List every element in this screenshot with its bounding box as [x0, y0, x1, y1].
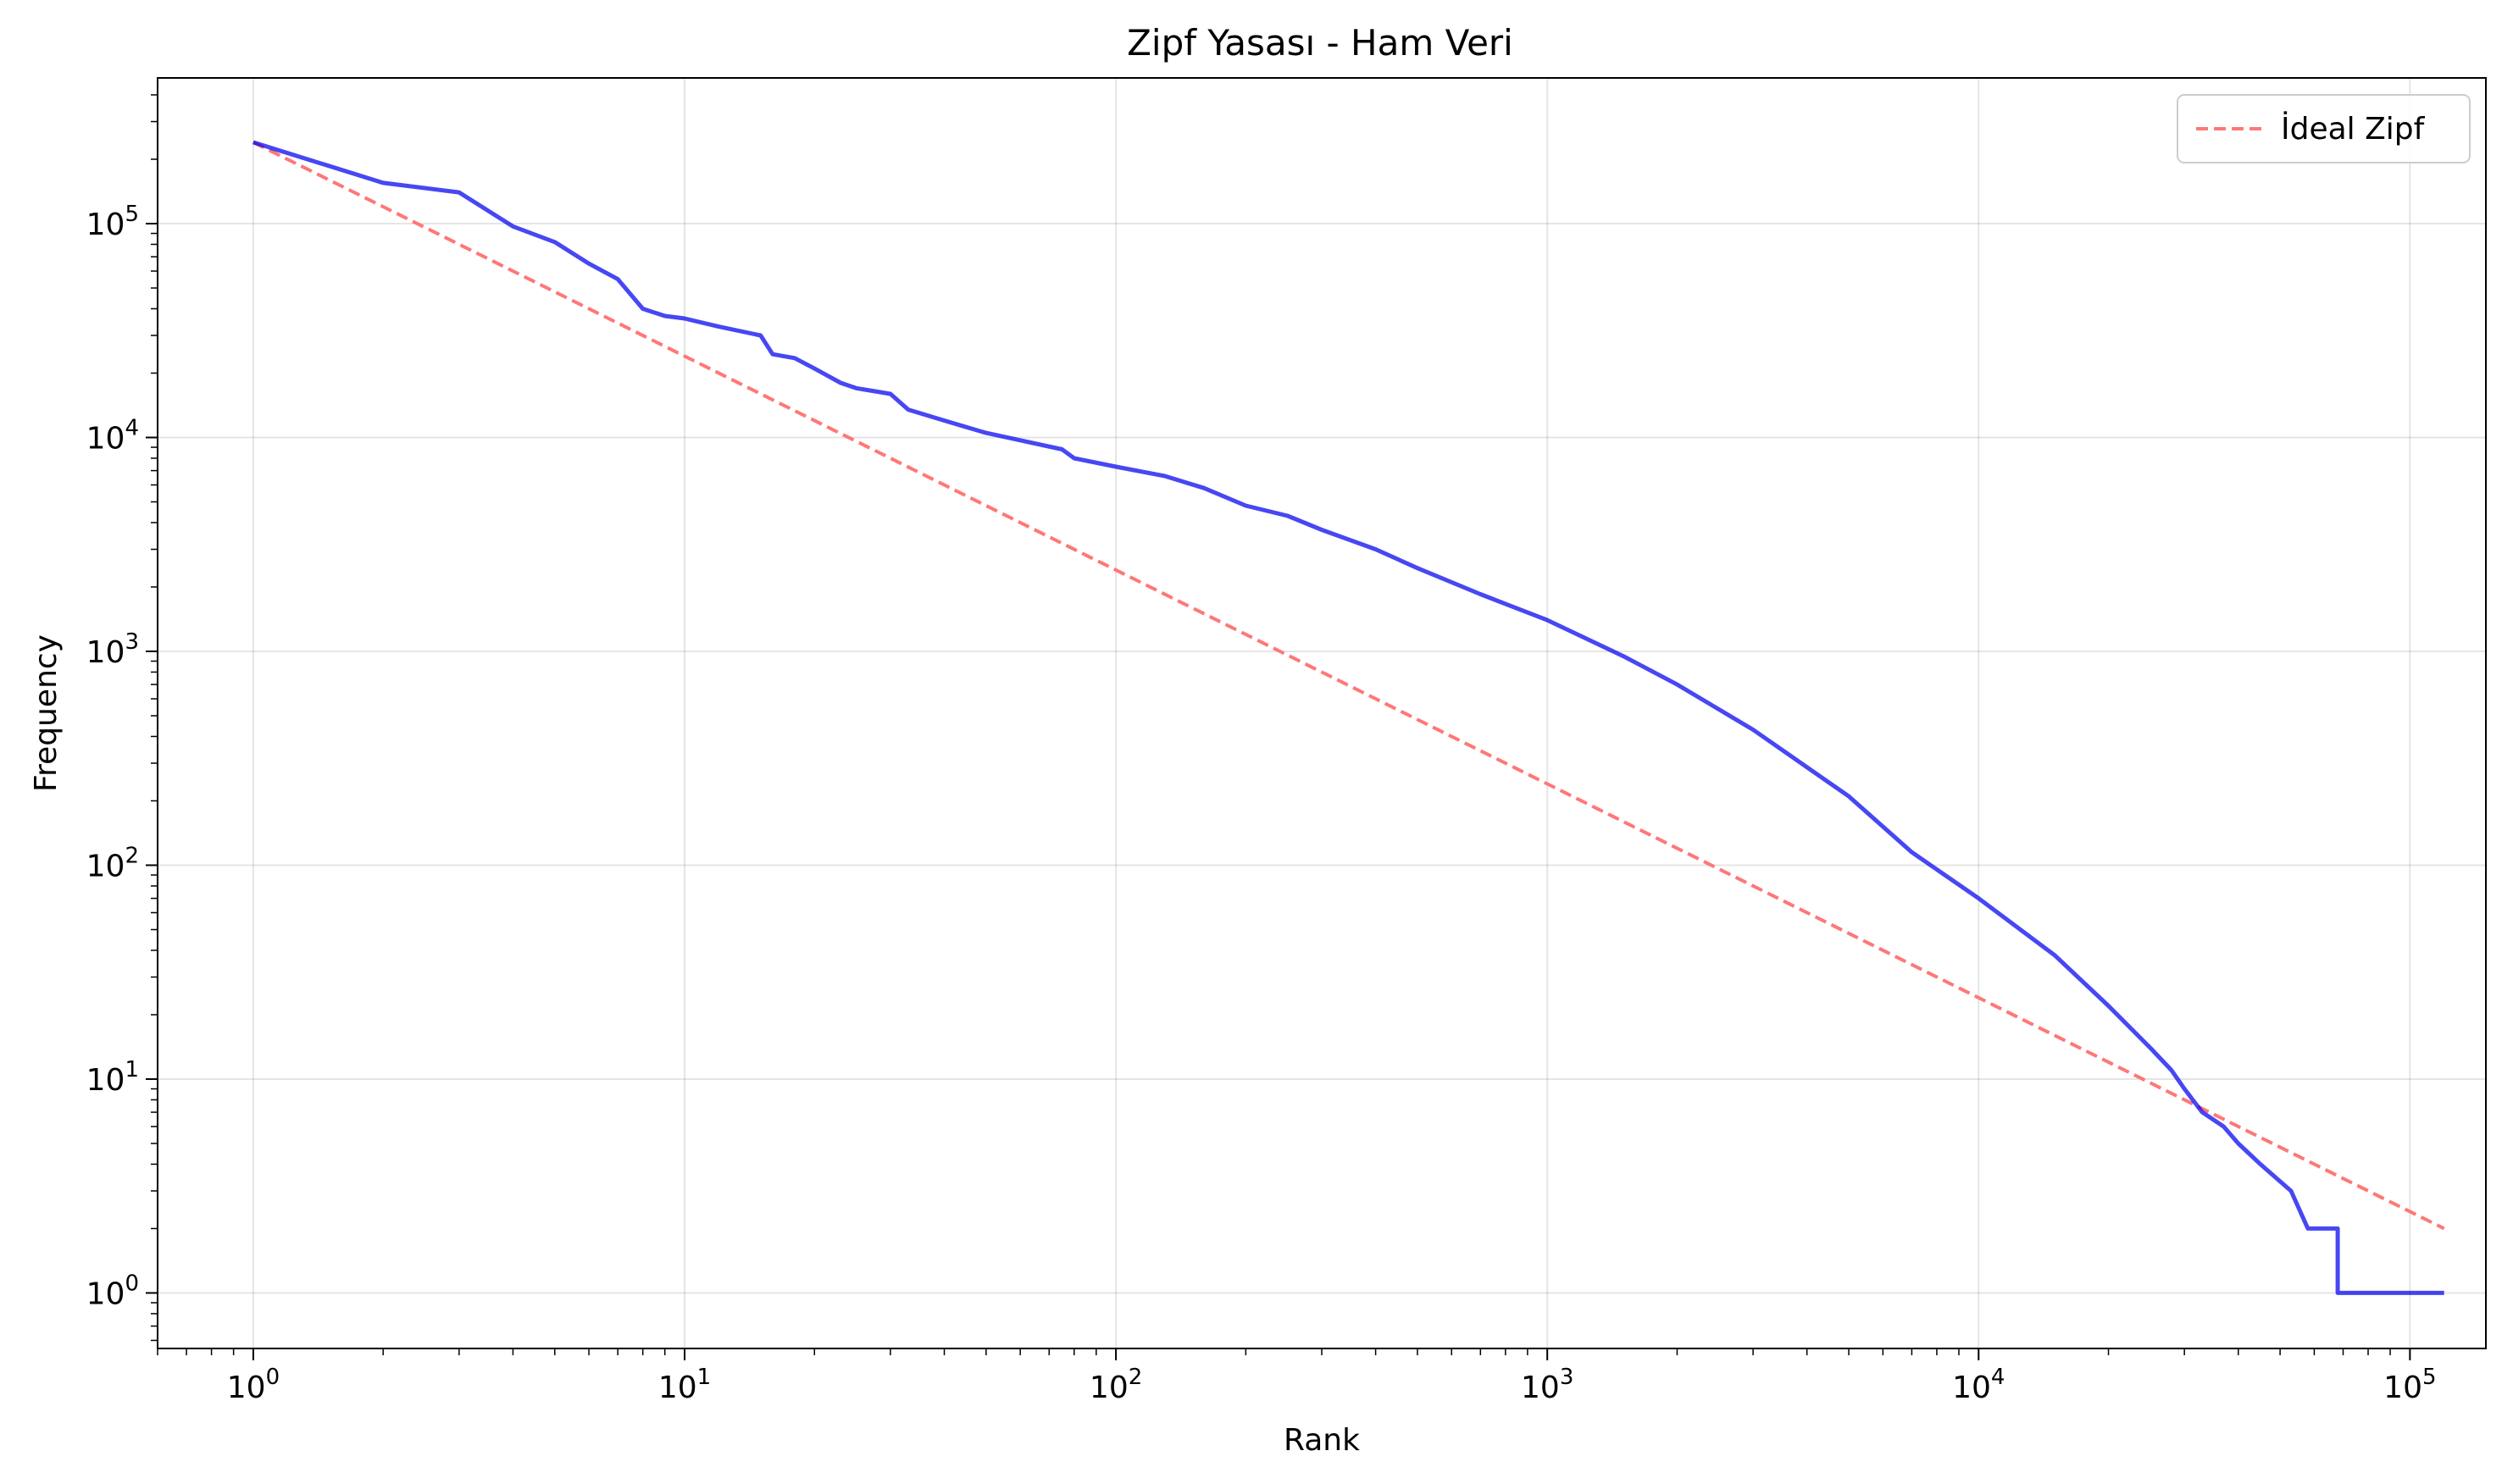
x-tick-label: 105 — [2383, 1365, 2436, 1405]
x-axis-label: Rank — [1284, 1423, 1360, 1458]
y-tick-label: 103 — [86, 629, 139, 670]
y-tick-label: 102 — [86, 843, 139, 883]
y-axis-label: Frequency — [29, 634, 64, 792]
y-tick-label: 104 — [86, 415, 139, 456]
x-tick-label: 104 — [1952, 1365, 2005, 1405]
plot-frame — [157, 77, 2487, 1349]
legend: İdeal Zipf — [2177, 94, 2471, 163]
y-axis-ticks: 100 101 102 103 104 105 — [86, 94, 158, 1342]
frequency-line — [252, 140, 2444, 1295]
x-tick-label: 101 — [658, 1365, 711, 1405]
x-tick-label: 102 — [1090, 1365, 1142, 1405]
legend-box — [2177, 94, 2471, 163]
chart-title: Zipf Yasası - Ham Veri — [1127, 22, 1513, 64]
y-tick-label: 101 — [86, 1057, 139, 1098]
grid — [158, 78, 2486, 1348]
x-axis-ticks: 100 101 102 103 104 105 — [157, 1348, 2437, 1405]
legend-ideal-zipf-label: İdeal Zipf — [2281, 111, 2426, 147]
y-tick-label: 100 — [86, 1271, 139, 1311]
plot-area — [252, 140, 2445, 1295]
x-tick-label: 103 — [1521, 1365, 1573, 1405]
x-tick-label: 100 — [227, 1365, 280, 1405]
y-tick-label: 105 — [86, 202, 139, 242]
ideal-zipf-line — [252, 141, 2445, 1231]
